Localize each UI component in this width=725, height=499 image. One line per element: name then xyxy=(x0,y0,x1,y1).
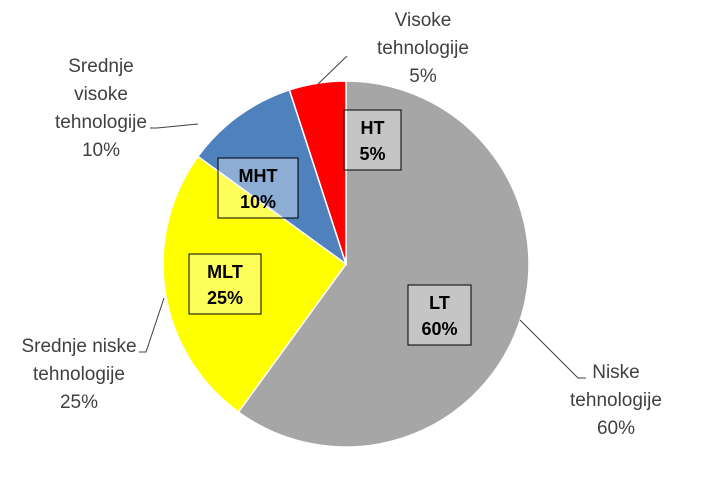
slice-percent: 25% xyxy=(207,288,243,308)
slice-ht xyxy=(288,80,347,265)
outer-label-percent: 5% xyxy=(409,66,437,87)
outer-label-percent: 60% xyxy=(597,418,635,439)
inner-label-lt: LT 60% xyxy=(407,284,472,346)
leader-line-lt xyxy=(519,319,586,379)
inner-label-mlt: MLT 25% xyxy=(188,253,262,315)
outer-label-line: tehnologije xyxy=(377,38,469,59)
outer-label-mht: Srednje visoke tehnologije 10% xyxy=(55,56,147,161)
inner-label-box xyxy=(217,157,299,219)
slice-percent: 5% xyxy=(359,144,385,164)
slice-code: LT xyxy=(429,293,450,313)
outer-label-mlt: Srednje niske tehnologije 25% xyxy=(21,336,136,413)
inner-labels: LT 60% MLT 25% MHT 10% HT 5% xyxy=(188,109,472,346)
outer-label-line: tehnologije xyxy=(570,390,662,411)
inner-label-box xyxy=(188,253,262,315)
outer-label-lt: Niske tehnologije 60% xyxy=(570,362,662,439)
outer-label-line: Srednje niske xyxy=(21,336,136,357)
slice-code: MHT xyxy=(239,166,278,186)
outer-label-percent: 25% xyxy=(60,392,98,413)
outer-label-line: Niske xyxy=(592,362,640,383)
slice-mlt xyxy=(162,155,348,414)
leader-line-ht xyxy=(317,55,348,85)
inner-label-ht: HT 5% xyxy=(343,109,402,171)
outer-label-line: Srednje xyxy=(68,56,134,77)
leader-line-mlt xyxy=(139,297,165,353)
inner-label-box xyxy=(407,284,472,346)
outer-label-line: tehnologije xyxy=(33,364,125,385)
outer-label-ht: Visoke tehnologije 5% xyxy=(377,10,469,87)
pie-slices xyxy=(162,80,530,448)
outer-label-percent: 10% xyxy=(82,140,120,161)
inner-label-mht: MHT 10% xyxy=(217,157,299,219)
leader-lines xyxy=(139,55,586,379)
slice-mht xyxy=(196,89,348,266)
slice-percent: 10% xyxy=(240,192,276,212)
slice-code: HT xyxy=(361,118,385,138)
outer-label-line: visoke xyxy=(74,84,128,105)
outer-label-line: Visoke xyxy=(395,10,452,31)
outer-label-line: tehnologije xyxy=(55,112,147,133)
inner-label-box xyxy=(343,109,402,171)
leader-line-mht xyxy=(150,123,199,129)
slice-code: MLT xyxy=(207,262,243,282)
outer-labels: Niske tehnologije 60% Srednje niske tehnolog… xyxy=(21,10,662,439)
slice-percent: 60% xyxy=(421,319,457,339)
